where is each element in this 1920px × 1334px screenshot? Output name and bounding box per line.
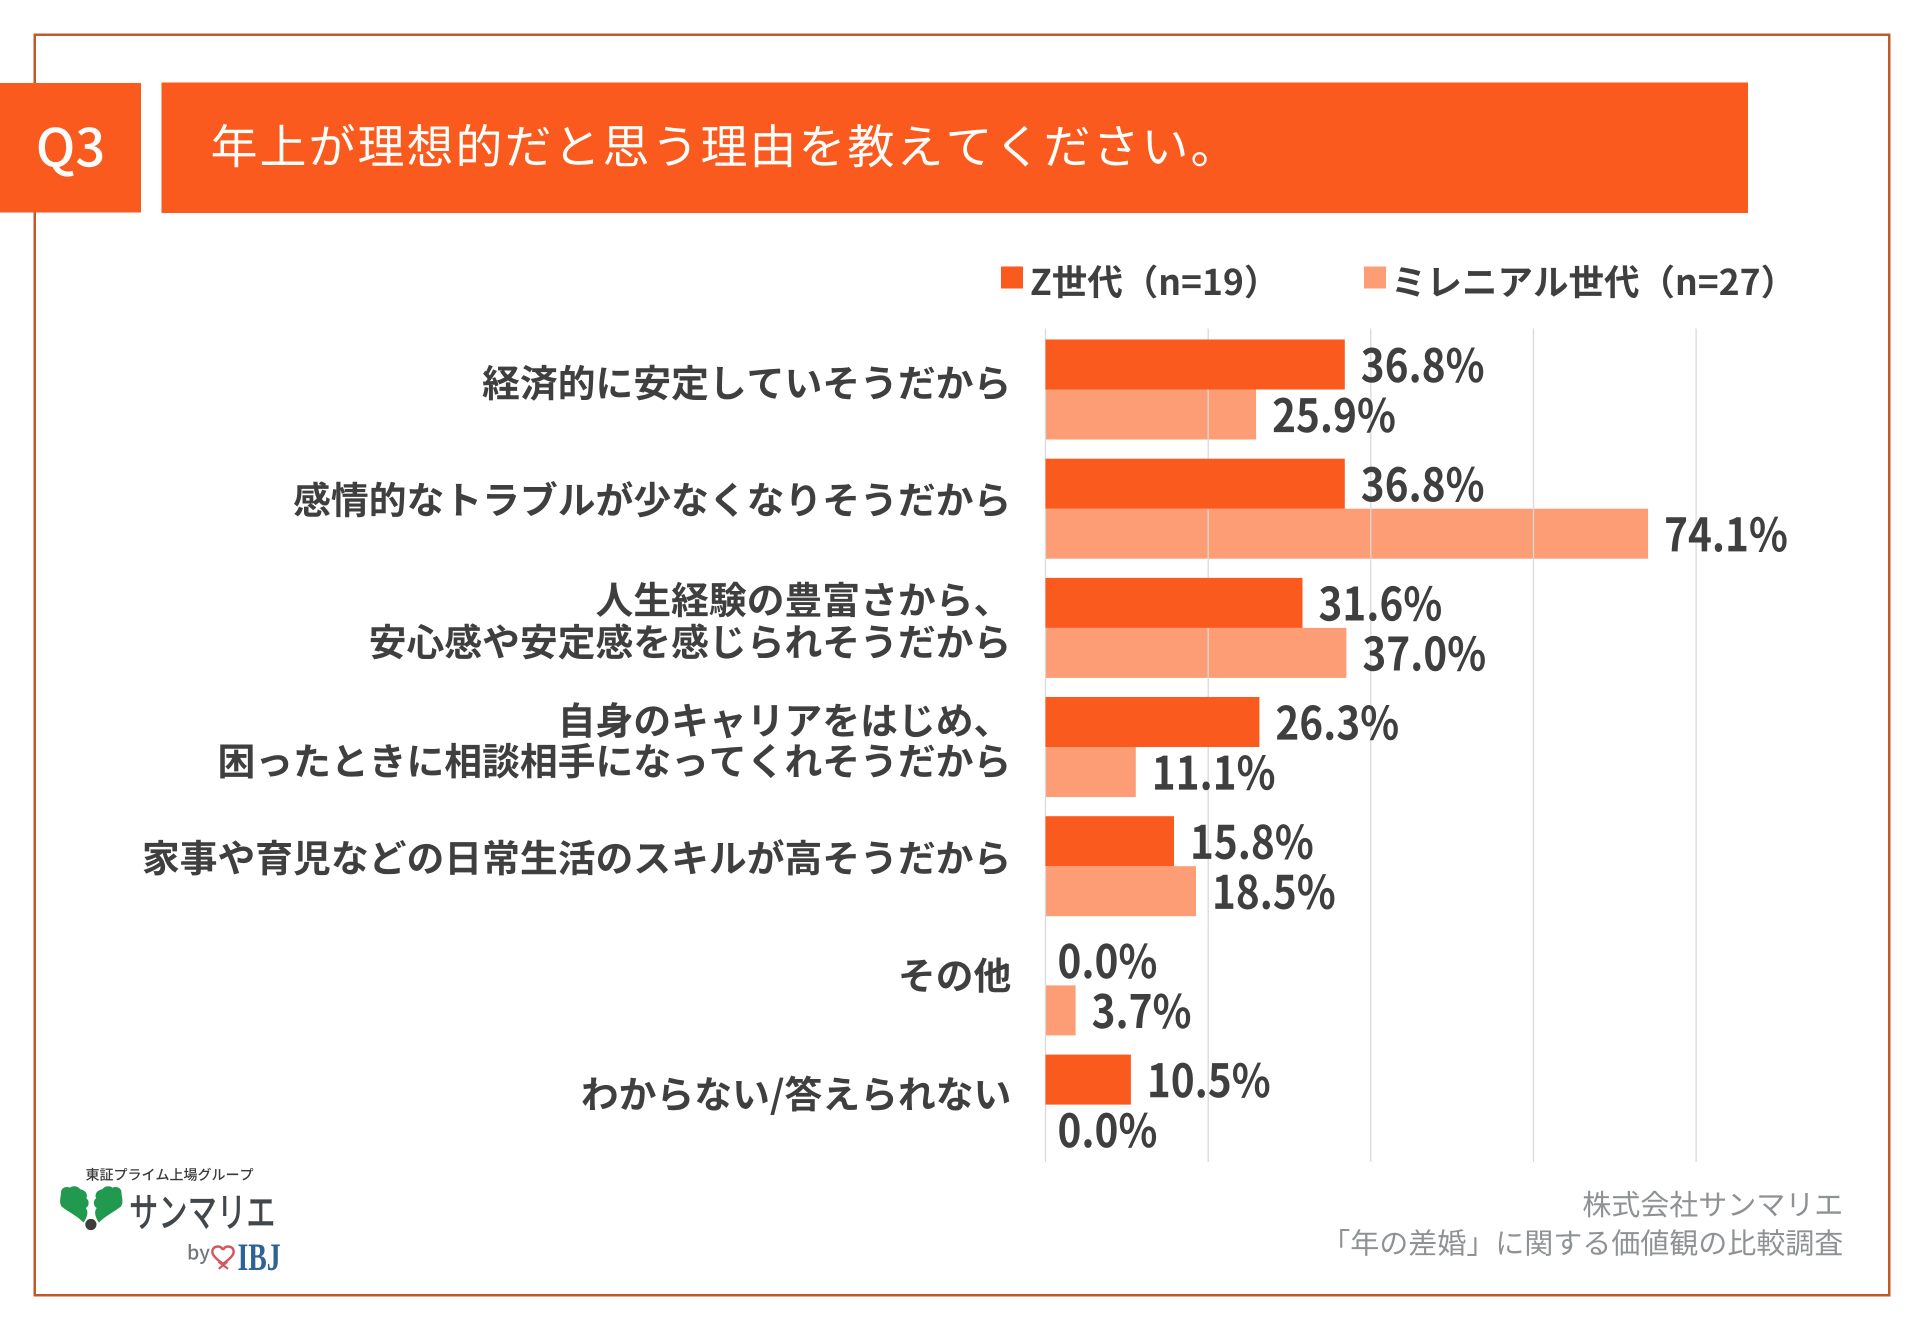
svg-text:IBJ: IBJ (238, 1237, 281, 1280)
